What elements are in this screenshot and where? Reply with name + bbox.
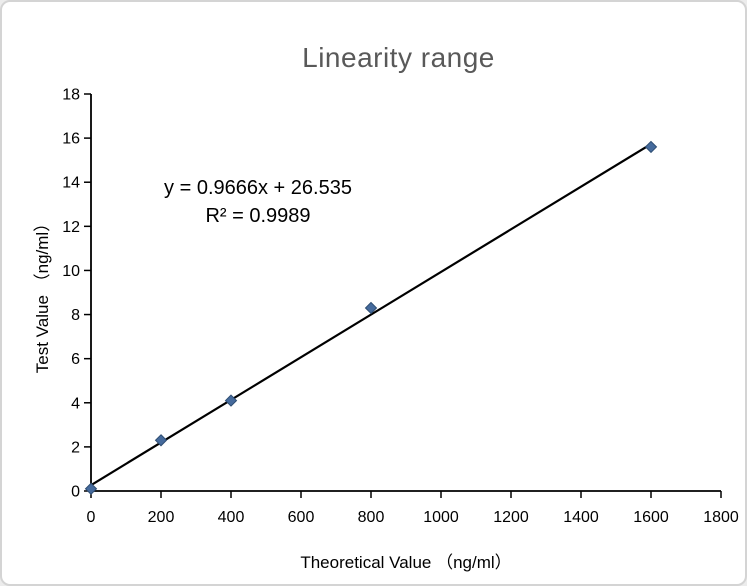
- x-tick-label: 1400: [563, 509, 599, 526]
- trendline-equation: y = 0.9666x + 26.535 R² = 0.9989: [142, 174, 374, 230]
- x-tick-label: 1000: [423, 509, 459, 526]
- data-point-marker: [224, 394, 238, 407]
- x-tick-label: 0: [87, 509, 96, 526]
- x-tick-label: 1200: [493, 509, 529, 526]
- x-tick-label: 800: [358, 509, 385, 526]
- x-tick-label: 1800: [703, 509, 739, 526]
- y-tick-label: 10: [62, 263, 80, 280]
- chart-title: Linearity range: [302, 42, 495, 73]
- data-point-marker: [154, 434, 168, 447]
- x-tick-label: 200: [148, 509, 175, 526]
- data-point-marker: [644, 140, 658, 154]
- y-tick-label: 18: [62, 87, 80, 104]
- data-point-marker: [364, 301, 378, 315]
- y-tick-label: 12: [62, 219, 80, 236]
- y-tick-label: 8: [71, 307, 80, 324]
- x-tick-label: 600: [288, 509, 315, 526]
- trendline-equation-line: y = 0.9666x + 26.535: [164, 177, 352, 199]
- y-tick-label: 14: [62, 175, 80, 192]
- x-axis-title: Theoretical Value （ng/ml）: [300, 553, 512, 572]
- x-tick-label: 1600: [633, 509, 669, 526]
- y-tick-label: 4: [71, 395, 80, 412]
- trendline: [90, 143, 652, 487]
- x-tick-label: 400: [218, 509, 245, 526]
- r-squared-value: R² = 0.9989: [205, 205, 311, 227]
- data-point-marker: [84, 482, 98, 496]
- y-tick-label: 6: [71, 351, 80, 368]
- y-tick-label: 2: [71, 439, 80, 456]
- y-tick-label: 16: [62, 131, 80, 148]
- y-tick-label: 0: [71, 484, 80, 501]
